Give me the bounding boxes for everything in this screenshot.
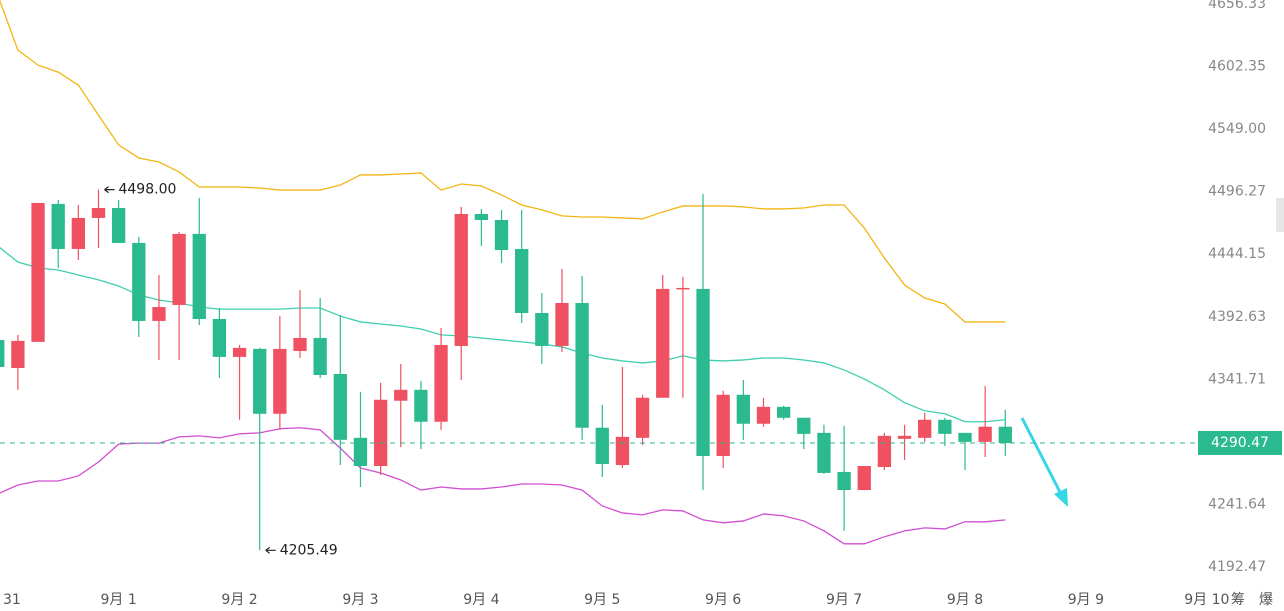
- toolbar-button[interactable]: 筹: [1231, 591, 1245, 608]
- candle-body: [91, 207, 106, 218]
- candle-body: [434, 344, 448, 422]
- candle-body: [837, 471, 851, 491]
- toolbar-button[interactable]: 爆: [1259, 592, 1273, 608]
- annotation-label: 4205.49: [280, 542, 338, 558]
- candle-body: [333, 374, 347, 440]
- candle-body: [373, 399, 388, 467]
- candle-body: [998, 426, 1012, 444]
- side-tab[interactable]: [1276, 198, 1284, 232]
- candle-body: [11, 340, 25, 368]
- band-line: [0, 427, 1006, 545]
- candle-body: [656, 288, 670, 398]
- x-tick-label: 31: [3, 592, 21, 608]
- y-tick-label: 4241.64: [1208, 496, 1266, 512]
- candle-body: [192, 233, 206, 319]
- y-tick-label: 4656.33: [1208, 0, 1266, 12]
- last-price-box: [1198, 431, 1282, 456]
- candle-body: [877, 435, 892, 468]
- y-tick-label: 4444.15: [1208, 246, 1266, 262]
- x-tick-label: 9月 2: [221, 592, 257, 608]
- candle-body: [918, 419, 932, 438]
- candle-body: [938, 419, 952, 434]
- candle-body: [474, 213, 489, 220]
- candle-body: [494, 219, 509, 251]
- candle-body: [71, 217, 85, 249]
- candle-body: [515, 248, 529, 314]
- candle-body: [0, 339, 5, 367]
- last-price-label: 4290.47: [1211, 435, 1269, 451]
- candle-body: [172, 233, 186, 305]
- candle-body: [676, 287, 690, 290]
- candle-body: [253, 348, 267, 414]
- x-tick-label: 9月 3: [342, 592, 378, 608]
- candle-body: [232, 347, 247, 357]
- candle-body: [897, 435, 912, 439]
- x-tick-label: 9月 6: [705, 592, 741, 608]
- candle-body: [978, 426, 992, 442]
- candle-body: [31, 202, 45, 342]
- plot-area: [0, 0, 1012, 551]
- annotation-arrow: [265, 546, 276, 554]
- y-tick-label: 4192.47: [1208, 559, 1266, 575]
- y-tick-label: 4341.71: [1208, 371, 1266, 387]
- candle-body: [293, 337, 307, 351]
- candle-body: [716, 394, 730, 456]
- trend-arrow: [1020, 417, 1064, 497]
- candle-body: [736, 394, 750, 424]
- candle-body: [51, 203, 65, 249]
- band-line: [0, 246, 1006, 423]
- candle-body: [857, 466, 871, 491]
- candle-body: [132, 242, 146, 321]
- candle-body: [152, 307, 166, 321]
- band-line: [0, 0, 1006, 323]
- x-tick-label: 9月 4: [463, 592, 499, 608]
- candle-body: [212, 318, 227, 357]
- x-tick-label: 9月 10: [1184, 592, 1229, 608]
- candle-body: [313, 337, 327, 376]
- candle-body: [394, 389, 408, 401]
- candle-body: [958, 432, 972, 442]
- trend-arrow-head: [1054, 488, 1068, 507]
- x-tick-label: 9月 5: [584, 592, 620, 608]
- candle-body: [535, 313, 549, 346]
- x-tick-label: 9月 9: [1068, 592, 1104, 608]
- y-tick-label: 4602.35: [1208, 59, 1266, 75]
- candle-body: [696, 288, 710, 456]
- x-tick-label: 9月 7: [826, 592, 862, 608]
- x-tick-label: 9月 1: [101, 592, 137, 608]
- y-tick-label: 4392.63: [1208, 309, 1266, 325]
- candle-body: [635, 397, 650, 438]
- axes: 4192.47 4241.64 4341.71 4392.63 4444.15 4496.…: [3, 0, 1266, 608]
- x-tick-label: 9月 8: [947, 592, 983, 608]
- candle-body: [595, 427, 609, 465]
- candle-body: [615, 436, 630, 466]
- candle-body: [575, 303, 589, 428]
- candle-body: [756, 406, 771, 424]
- candle-body: [273, 348, 287, 414]
- annotation-label: 4498.00: [118, 182, 176, 198]
- annotation-arrow: [104, 186, 115, 194]
- y-tick-label: 4549.00: [1208, 121, 1266, 137]
- candle-body: [414, 389, 428, 422]
- candle-body: [353, 437, 368, 467]
- candle-body: [776, 406, 791, 418]
- candle-body: [817, 432, 831, 473]
- y-tick-label: 4496.27: [1208, 184, 1266, 200]
- candle-body: [454, 213, 468, 346]
- candle-body: [797, 417, 811, 434]
- candle-body: [112, 207, 126, 243]
- candle-body: [555, 303, 569, 346]
